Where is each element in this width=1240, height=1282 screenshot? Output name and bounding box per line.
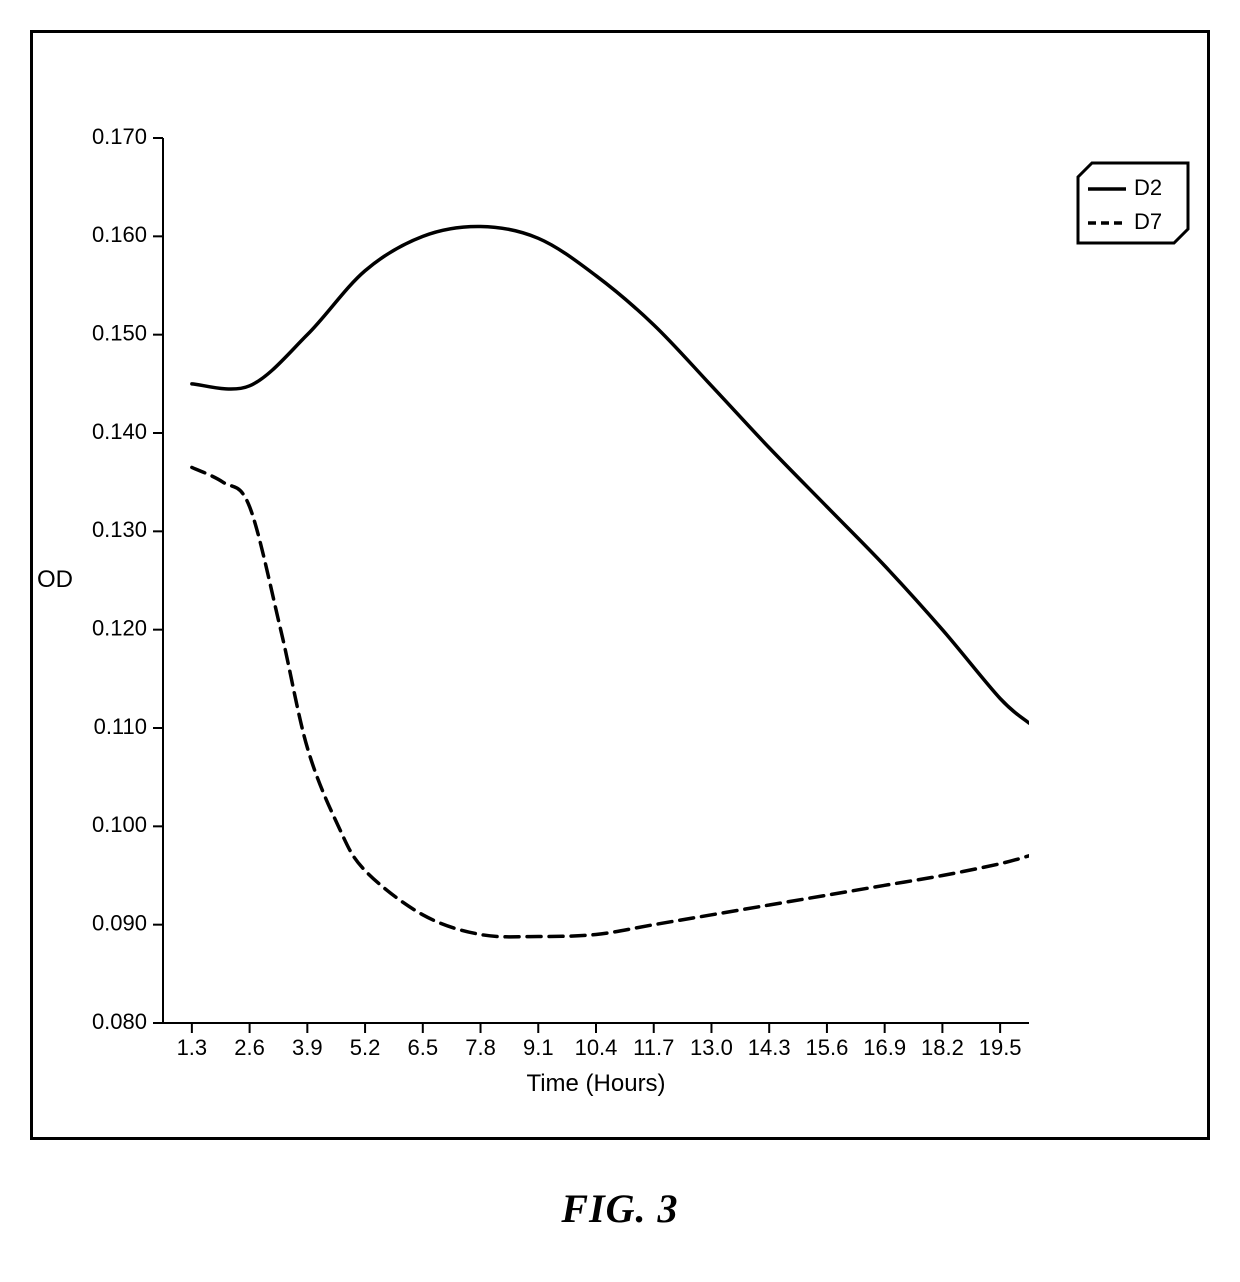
x-tick-label: 7.8: [465, 1035, 496, 1060]
series-D2: [192, 226, 1029, 723]
x-tick-label: 10.4: [575, 1035, 618, 1060]
x-tick-label: 16.9: [863, 1035, 906, 1060]
chart-canvas: 0.080 0.090 0.100 0.110 0.120 0.130 0.140 0.150…: [33, 33, 1207, 1137]
legend-label-D2: D2: [1134, 175, 1162, 200]
legend-label-D7: D7: [1134, 209, 1162, 234]
x-tick-label: 3.9: [292, 1035, 323, 1060]
x-tick-label: 14.3: [748, 1035, 791, 1060]
x-tick-label: 19.5: [979, 1035, 1022, 1060]
x-tick-label: 11.7: [633, 1035, 674, 1060]
x-tick-label: 6.5: [408, 1035, 439, 1060]
x-tick-label: 1.3: [177, 1035, 208, 1060]
series-group: [192, 226, 1029, 936]
y-tick-label: 0.120: [92, 615, 147, 640]
figure-caption: FIG. 3: [0, 1185, 1240, 1232]
x-tick-label: 5.2: [350, 1035, 381, 1060]
y-tick-label: 0.110: [94, 714, 147, 739]
series-D7: [192, 467, 1029, 936]
y-tick-label: 0.170: [92, 124, 147, 149]
y-tick-label: 0.080: [92, 1009, 147, 1034]
legend-box: [1078, 163, 1188, 243]
x-tick-label: 15.6: [806, 1035, 849, 1060]
x-tick-label: 2.6: [234, 1035, 265, 1060]
y-tick-label: 0.090: [92, 910, 147, 935]
x-tick-label: 13.0: [690, 1035, 733, 1060]
y-tick-label: 0.160: [92, 222, 147, 247]
y-tick-label: 0.140: [92, 419, 147, 444]
x-tick-label: 18.2: [921, 1035, 964, 1060]
outer-frame: 0.080 0.090 0.100 0.110 0.120 0.130 0.140 0.150…: [30, 30, 1210, 1140]
y-tick-label: 0.150: [92, 320, 147, 345]
y-tick-label: 0.130: [92, 517, 147, 542]
x-tick-label: 9.1: [523, 1035, 554, 1060]
y-tick-label: 0.100: [92, 812, 147, 837]
x-axis-label: Time (Hours): [526, 1070, 665, 1097]
y-axis-label: OD: [37, 566, 73, 593]
